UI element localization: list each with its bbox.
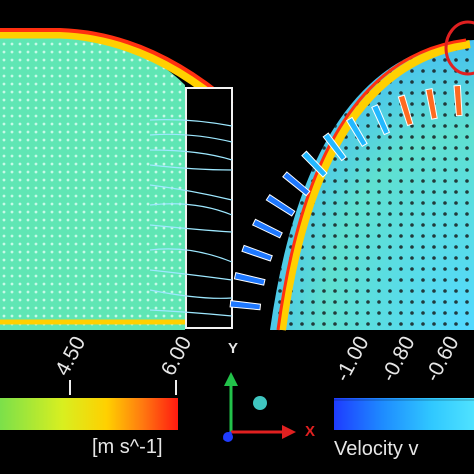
right-flow-panel: [229, 20, 474, 331]
blade-segment: [322, 132, 347, 162]
blade-segment: [453, 84, 463, 117]
highlight-circle: [444, 20, 474, 76]
blade-segment: [371, 104, 391, 136]
left-grid-dots: [0, 36, 185, 330]
blade-segment: [425, 88, 438, 120]
right-boundary-warm: [278, 40, 471, 331]
right-boundary-hot: [276, 38, 467, 331]
left-color-scale: [0, 380, 178, 430]
axis-triad: [222, 372, 296, 442]
right-blade-segments: [229, 84, 463, 311]
left-streamlines: [149, 119, 233, 317]
triad-sphere: [253, 396, 267, 410]
right-color-scale: [334, 398, 474, 430]
blade-segment: [397, 94, 414, 127]
left-flow-panel: [0, 28, 234, 330]
right-color-bar: [334, 398, 474, 430]
blade-segment: [282, 171, 311, 197]
left-blade-outline: [185, 87, 233, 329]
blade-segment: [233, 271, 266, 286]
y-axis-label: Y: [228, 340, 239, 357]
left-boundary-hot: [0, 28, 234, 106]
blade-segment: [301, 150, 328, 178]
blade-segment: [345, 116, 368, 148]
x-arrowhead: [282, 425, 296, 439]
left-color-bar: [0, 398, 178, 430]
z-axis-dot: [223, 432, 233, 442]
blade-segment: [229, 300, 262, 311]
y-arrowhead: [224, 372, 238, 386]
blade-segment: [241, 244, 273, 262]
x-axis-label: X: [305, 423, 316, 440]
right-scale-title: Velocity v: [334, 438, 419, 460]
blade-segment: [251, 218, 283, 239]
left-units-label: [m s^-1]: [92, 436, 163, 458]
blade-segment: [265, 193, 296, 217]
